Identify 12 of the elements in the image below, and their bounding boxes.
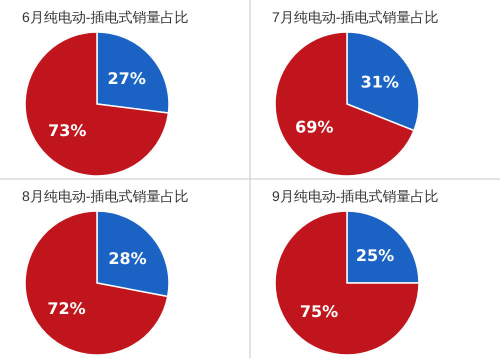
- data-label: 69%: [295, 117, 334, 136]
- chart-title: 6月纯电动-插电式销量占比: [22, 9, 188, 25]
- data-label: 75%: [300, 302, 338, 321]
- data-label: 72%: [47, 299, 86, 318]
- data-label: 25%: [356, 246, 394, 265]
- data-label: 28%: [108, 248, 147, 268]
- chart-title: 9月纯电动-插电式销量占比: [272, 188, 438, 204]
- data-label: 73%: [48, 121, 86, 140]
- data-label: 31%: [360, 72, 399, 92]
- chart-title: 8月纯电动-插电式销量占比: [22, 188, 188, 204]
- chart-title: 7月纯电动-插电式销量占比: [272, 9, 438, 25]
- data-label: 27%: [108, 68, 146, 88]
